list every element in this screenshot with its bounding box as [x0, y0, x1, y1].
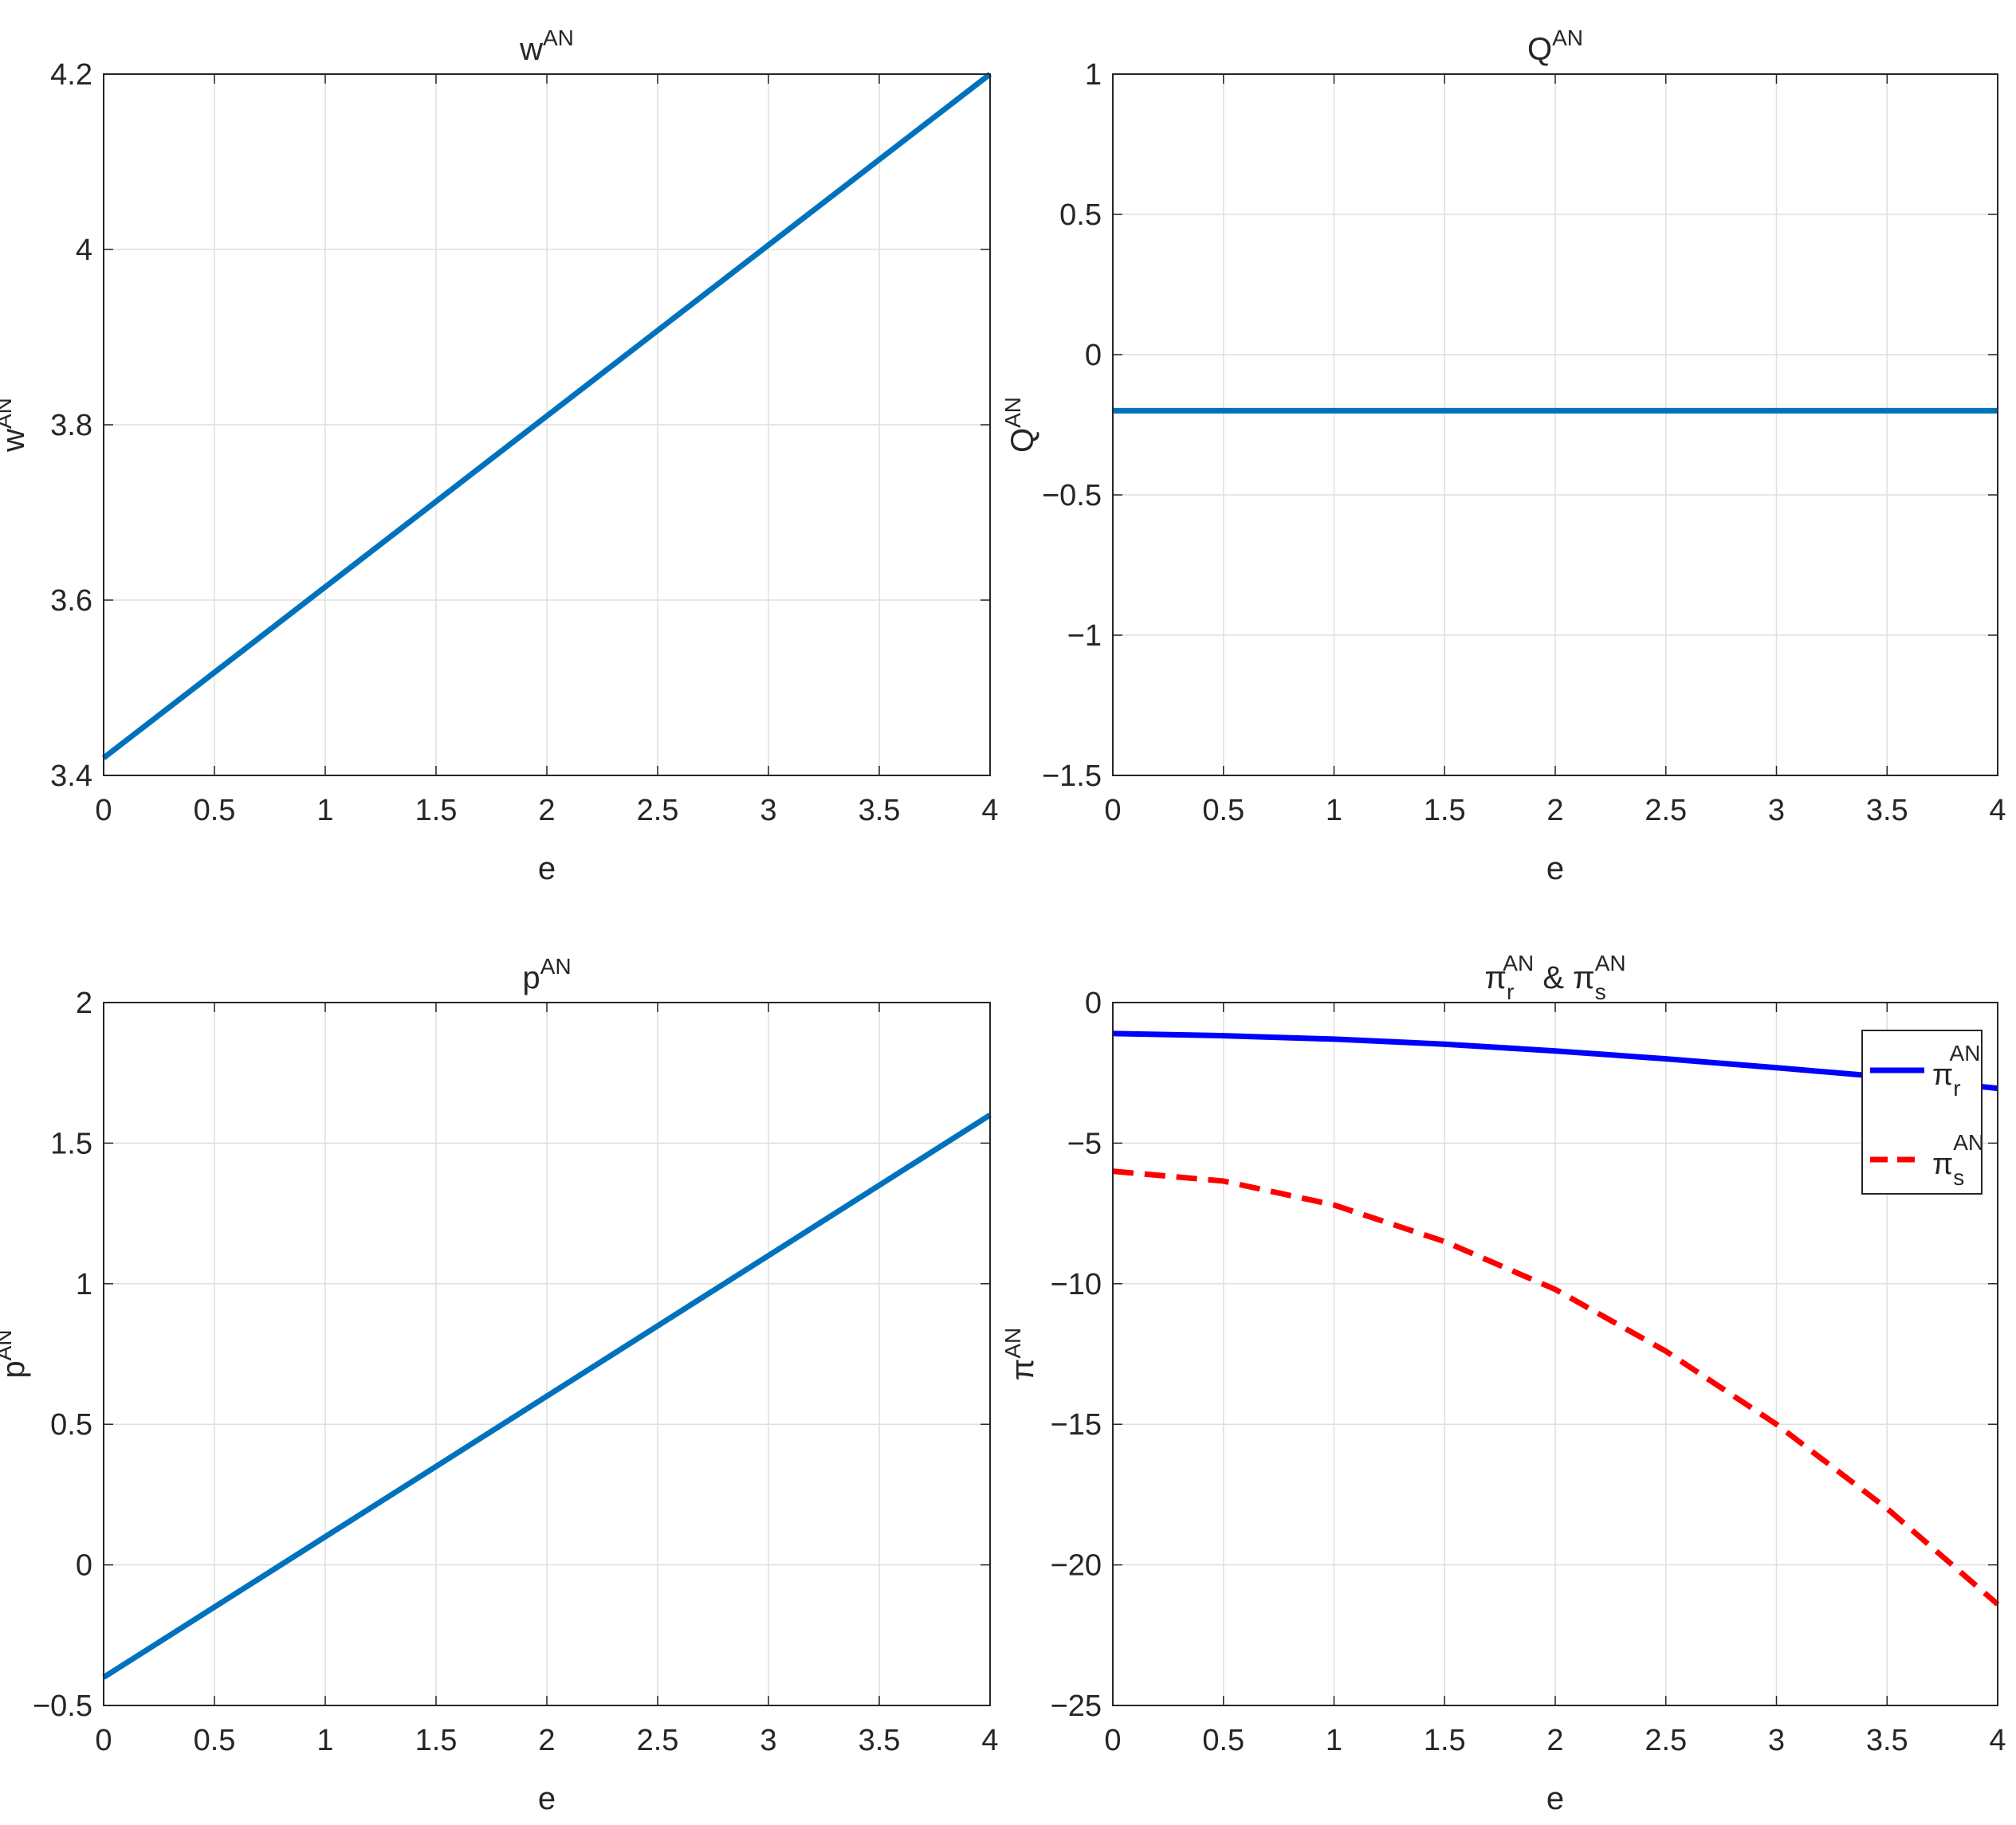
y-tick-label: 2 — [76, 987, 92, 1020]
x-tick-label: 2.5 — [637, 794, 679, 827]
y-tick-label: 4.2 — [50, 58, 92, 92]
y-tick-label: −1.5 — [1042, 759, 1102, 793]
x-tick-label: 3.5 — [859, 1724, 901, 1757]
x-tick-label: 0 — [1104, 794, 1121, 827]
x-axis-label: e — [538, 1781, 556, 1816]
chart-w: 0 0.5 1 1.5 2 2.5 3 3.5 4 3.4 3.6 3.8 4 4.2 e wAN wAN — [0, 26, 999, 886]
x-tick-label: 2.5 — [637, 1724, 679, 1757]
x-tick-label: 0 — [1104, 1724, 1121, 1757]
series-line-1 — [101, 72, 992, 760]
y-tick-label: 0.5 — [50, 1408, 92, 1442]
x-tick-label: 1 — [316, 794, 333, 827]
y-axis-label: QAN — [1000, 397, 1040, 453]
x-tick-label: 1.5 — [415, 794, 458, 827]
axes-frame — [103, 73, 991, 776]
x-tick-label: 2.5 — [1645, 1724, 1687, 1757]
chart-title: QAN — [1527, 26, 1583, 67]
chart-p: 00.511.522.533.54−0.500.511.52epANpAN — [0, 954, 999, 1816]
x-tick-label: 3 — [760, 1724, 776, 1757]
y-tick-label: 4 — [76, 234, 92, 267]
y-tick-label: 3.8 — [50, 409, 92, 442]
y-axis-label: pAN — [0, 1329, 31, 1378]
series-line-1 — [102, 1113, 992, 1680]
axes-frame — [1112, 73, 1998, 776]
y-tick-label: −25 — [1051, 1690, 1102, 1723]
x-tick-label: 2 — [538, 794, 555, 827]
y-tick-label: 3.6 — [50, 584, 92, 618]
x-tick-label: 4 — [981, 794, 998, 827]
legend-box — [1861, 1030, 1983, 1195]
x-tick-label: 0.5 — [1202, 1724, 1244, 1757]
legend-label: πrAN — [1932, 1041, 1980, 1101]
y-tick-label: 0.5 — [1059, 198, 1102, 232]
x-tick-label: 1.5 — [1424, 1724, 1466, 1757]
x-tick-label: 1 — [316, 1724, 333, 1757]
x-tick-label: 1.5 — [1424, 794, 1466, 827]
x-tick-label: 3 — [1768, 794, 1785, 827]
x-tick-label: 2 — [1546, 1724, 1563, 1757]
chart-title: pAN — [522, 954, 571, 995]
x-tick-label: 0.5 — [194, 794, 236, 827]
y-tick-label: −20 — [1051, 1549, 1102, 1583]
axes-frame — [1112, 1002, 1998, 1706]
x-tick-label: 3.5 — [1866, 1724, 1908, 1757]
x-axis-label: e — [1546, 1781, 1564, 1816]
y-tick-label: −1 — [1067, 619, 1102, 653]
x-tick-label: 4 — [1989, 1724, 2006, 1757]
x-tick-label: 1 — [1326, 794, 1342, 827]
axes-frame — [103, 1002, 991, 1706]
x-tick-label: 0 — [95, 1724, 112, 1757]
x-tick-label: 3 — [1768, 1724, 1785, 1757]
x-tick-label: 0 — [95, 794, 112, 827]
chart-pi: 0 0.5 1 1.5 2 2.5 3 3.5 4 −25 −20 −15 −10 −5 0 e πAN πrAN… — [1000, 951, 2006, 1816]
x-tick-label: 1 — [1326, 1724, 1342, 1757]
x-tick-label: 3 — [760, 794, 776, 827]
y-tick-label: −0.5 — [33, 1690, 92, 1723]
legend-label: πsAN — [1932, 1130, 1984, 1190]
x-axis-label: e — [1546, 851, 1564, 886]
y-axis-label: πAN — [1000, 1328, 1040, 1381]
y-tick-label: −10 — [1051, 1268, 1102, 1301]
x-tick-label: 2 — [538, 1724, 555, 1757]
y-tick-label: −15 — [1051, 1408, 1102, 1442]
x-tick-label: 2 — [1546, 794, 1563, 827]
x-tick-label: 3.5 — [1866, 794, 1908, 827]
x-tick-label: 0.5 — [194, 1724, 236, 1757]
x-tick-label: 3.5 — [859, 794, 901, 827]
y-tick-label: 0 — [76, 1549, 92, 1583]
series-line-1 — [1112, 1030, 1998, 1092]
y-axis-label: wAN — [0, 398, 31, 453]
chart-Q: 0 0.5 1 1.5 2 2.5 3 3.5 4 −1.5 −1 −0.5 0 0.5 1 e QAN QAN — [1000, 26, 2006, 886]
y-tick-label: 1 — [76, 1268, 92, 1301]
y-tick-label: 0 — [1085, 987, 1102, 1020]
legend: πrAN πsAN — [1861, 1030, 1984, 1195]
x-tick-label: 0.5 — [1202, 794, 1244, 827]
chart-title: wAN — [519, 26, 574, 67]
y-tick-label: 1.5 — [50, 1127, 92, 1160]
y-tick-label: −0.5 — [1042, 479, 1102, 512]
y-tick-label: 1 — [1085, 58, 1102, 92]
x-axis-label: e — [538, 851, 556, 886]
y-tick-label: −5 — [1067, 1127, 1102, 1160]
x-tick-label: 1.5 — [415, 1724, 458, 1757]
x-tick-label: 2.5 — [1645, 794, 1687, 827]
series-line-2 — [1112, 1168, 2000, 1607]
chart-title: πrAN & πsAN — [1484, 951, 1625, 1004]
x-tick-label: 4 — [1989, 794, 2006, 827]
y-tick-label: 3.4 — [50, 759, 92, 793]
x-tick-label: 4 — [981, 1724, 998, 1757]
y-tick-label: 0 — [1085, 339, 1102, 372]
